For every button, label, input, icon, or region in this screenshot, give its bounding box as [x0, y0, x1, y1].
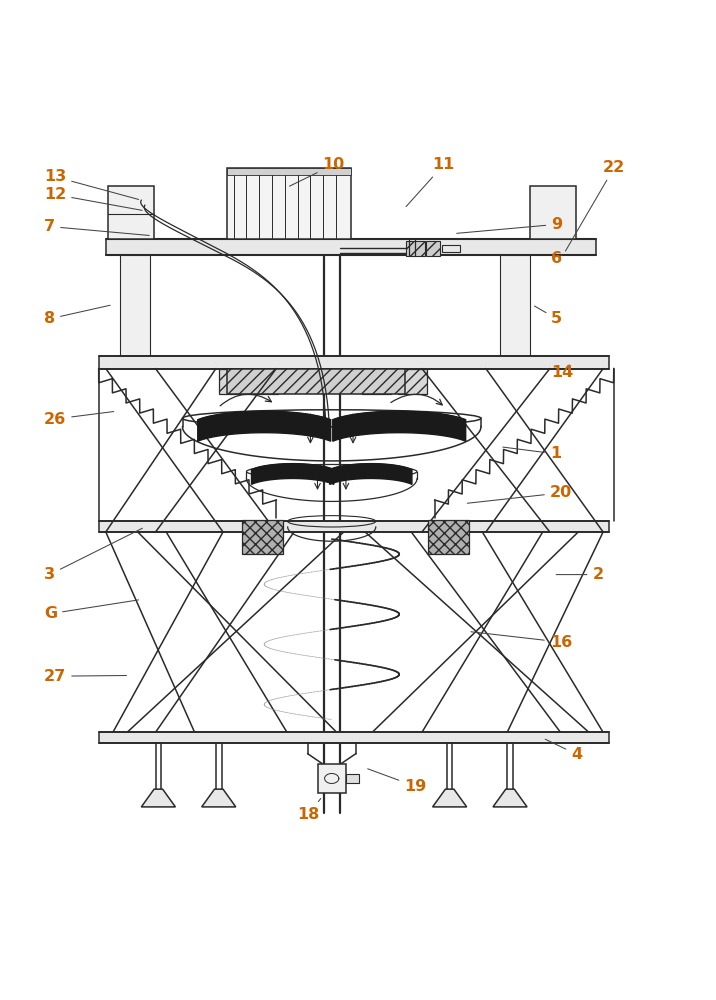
Text: 12: 12	[44, 187, 142, 210]
Text: 11: 11	[406, 157, 455, 207]
Bar	[106, 239, 596, 255]
Bar	[426, 241, 440, 256]
Bar	[346, 774, 359, 783]
Text: 6: 6	[551, 251, 562, 266]
Text: 4: 4	[545, 739, 582, 762]
Polygon shape	[202, 789, 236, 807]
Polygon shape	[329, 464, 412, 484]
Text: 1: 1	[503, 446, 561, 461]
Polygon shape	[493, 789, 527, 807]
Polygon shape	[141, 789, 175, 807]
Bar	[442, 245, 460, 252]
Text: G: G	[44, 600, 139, 621]
Text: 10: 10	[289, 157, 344, 186]
Text: 7: 7	[44, 219, 149, 235]
Text: 16: 16	[471, 632, 572, 650]
Polygon shape	[251, 464, 334, 484]
Text: 18: 18	[298, 798, 321, 822]
Bar	[406, 241, 425, 256]
Text: 9: 9	[457, 217, 562, 233]
Text: 3: 3	[44, 528, 142, 582]
Text: 5: 5	[534, 306, 562, 326]
Bar	[120, 255, 150, 356]
Bar	[227, 369, 405, 394]
Bar	[99, 356, 609, 369]
Bar	[99, 732, 609, 743]
Polygon shape	[198, 411, 331, 441]
Bar	[317, 764, 346, 793]
Bar	[362, 369, 391, 394]
Bar	[220, 369, 278, 394]
Bar	[398, 369, 427, 394]
Text: 19: 19	[368, 769, 427, 794]
Text: 27: 27	[44, 669, 127, 684]
Bar	[99, 521, 609, 532]
Bar	[242, 520, 284, 554]
Text: 13: 13	[44, 169, 139, 199]
Bar	[530, 186, 576, 239]
Bar	[500, 255, 530, 356]
Bar	[108, 186, 154, 239]
Text: 8: 8	[44, 305, 110, 326]
Polygon shape	[333, 411, 465, 441]
Bar	[226, 168, 351, 239]
Text: 20: 20	[468, 485, 572, 503]
Text: 22: 22	[566, 160, 625, 251]
Bar	[226, 168, 351, 175]
Bar	[427, 520, 469, 554]
Text: 2: 2	[556, 567, 604, 582]
Polygon shape	[432, 789, 467, 807]
Text: 26: 26	[44, 412, 114, 427]
Text: 14: 14	[551, 365, 574, 380]
